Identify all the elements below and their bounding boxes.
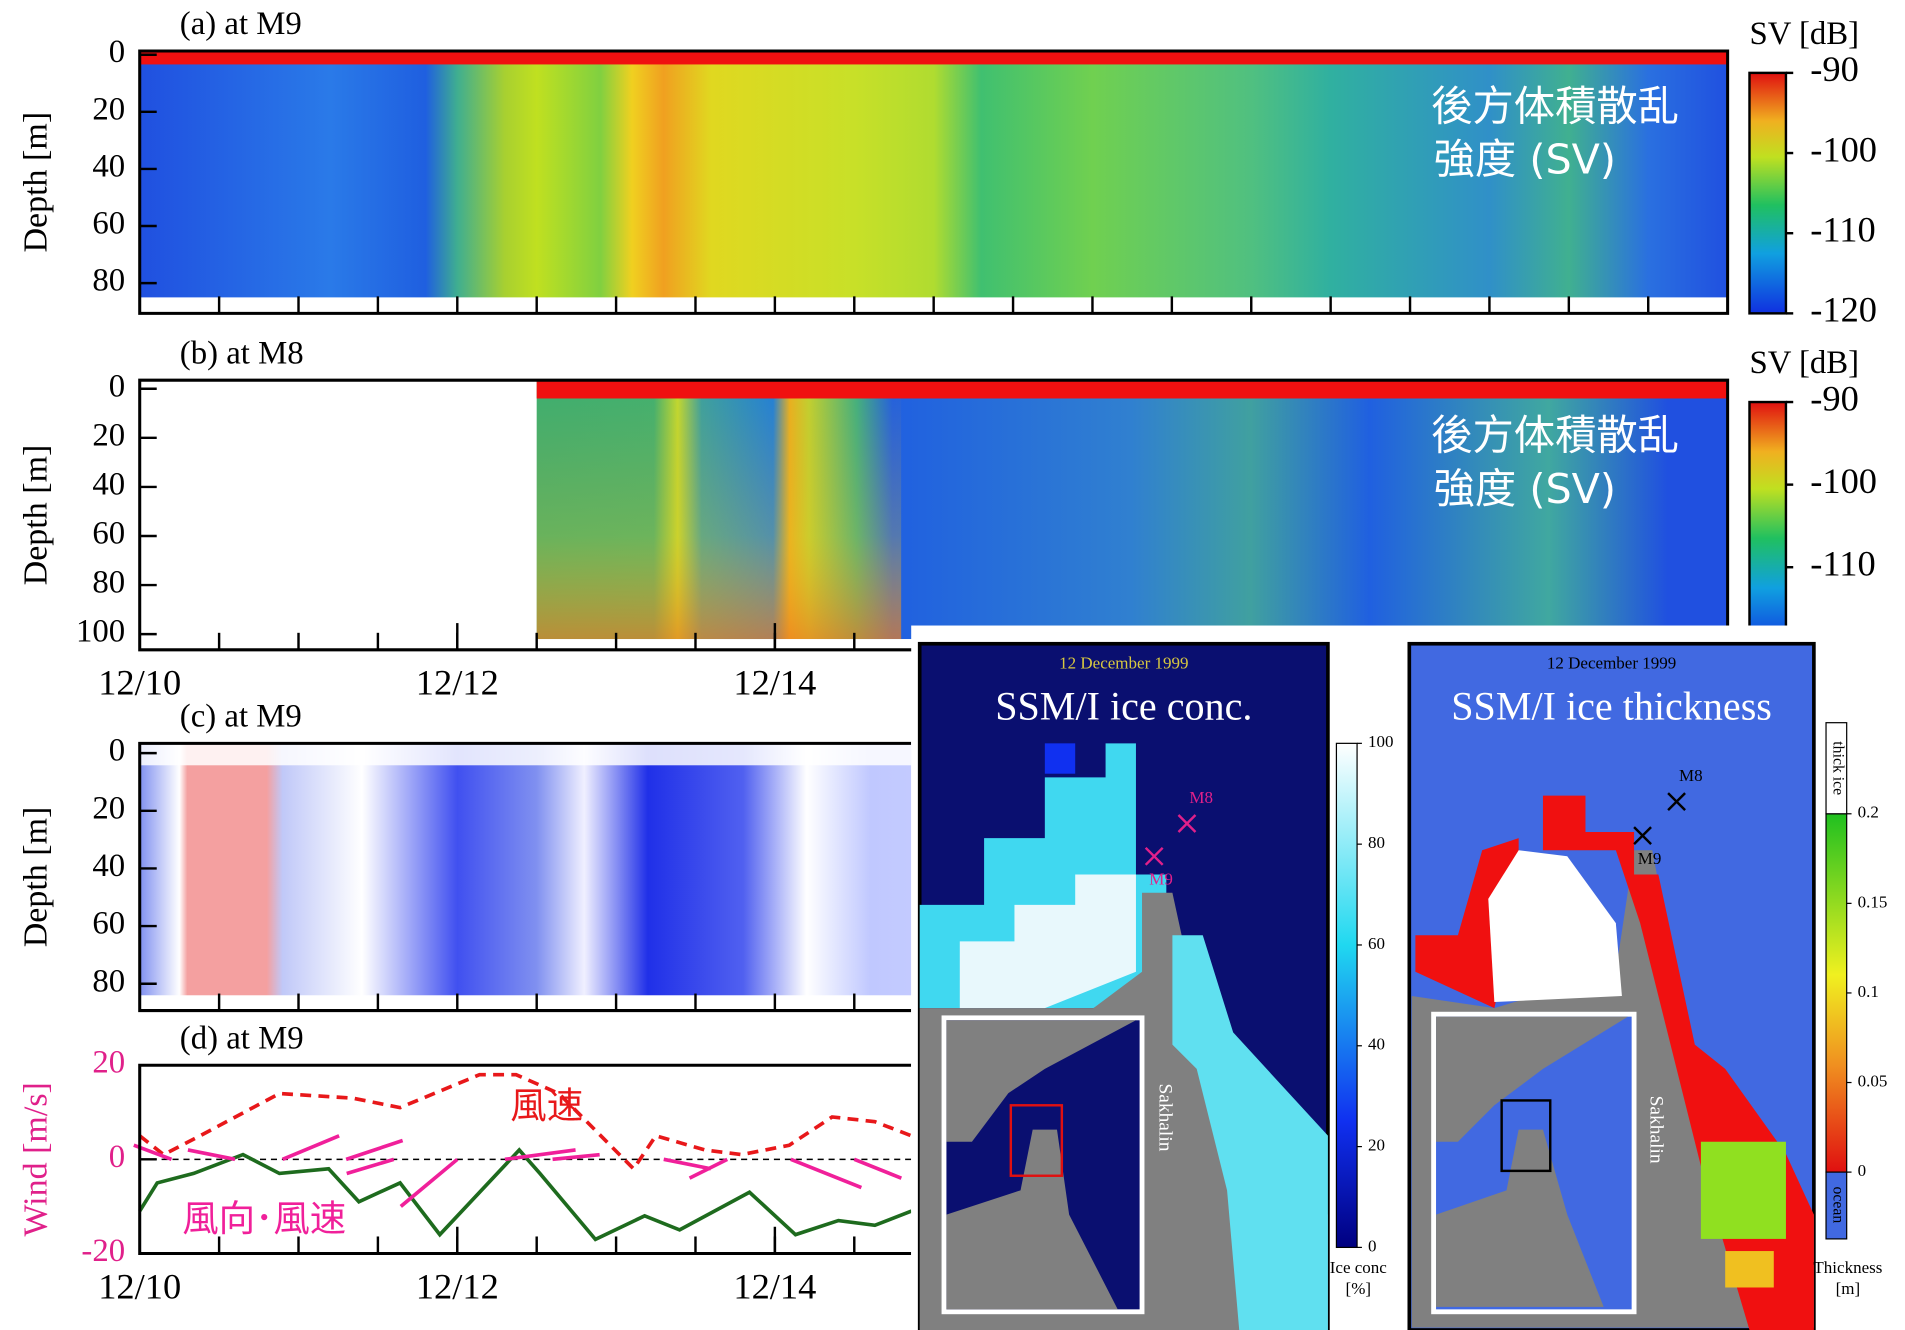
ice-cell xyxy=(1725,1251,1774,1287)
y-tick-label: 80 xyxy=(92,963,125,999)
y-tick-label: 20 xyxy=(92,1045,125,1081)
y-tick-label: 20 xyxy=(92,417,125,453)
x-tick-label: 12/14 xyxy=(733,663,816,703)
colorbar-label: Ice conc xyxy=(1330,1258,1388,1277)
panel-title: (b) at M8 xyxy=(180,335,304,371)
wind-stick xyxy=(283,1136,339,1160)
y-tick-label: 100 xyxy=(76,614,125,650)
wind-stick xyxy=(401,1159,457,1206)
wind-stick xyxy=(791,1159,862,1187)
colorbar-tick-label: 0 xyxy=(1858,1161,1867,1180)
station-label: M8 xyxy=(1679,766,1703,785)
page: 0 20 40 60 80 (a) at M9 Depth [m] 後方体積散乱強度 (SV)… xyxy=(0,0,1905,1330)
annotation: 後方体積散乱 xyxy=(1431,411,1679,459)
station-label: M9 xyxy=(1149,870,1173,889)
station-label: M9 xyxy=(1638,849,1662,868)
y-axis-label: Depth [m] xyxy=(18,112,55,253)
stick-label: 風向･風速 xyxy=(182,1197,346,1240)
colorbar xyxy=(1749,402,1785,650)
y-tick-label: 20 xyxy=(92,790,125,826)
panel-title: (a) at M9 xyxy=(180,6,302,42)
ice-cell xyxy=(1701,1142,1786,1239)
colorbar-tick-label: -120 xyxy=(1810,290,1877,330)
colorbar-tick-label: 0 xyxy=(1368,1236,1377,1255)
panel-title: (d) at M9 xyxy=(180,1020,304,1056)
y-axis-label: Wind [m/s] xyxy=(18,1082,55,1236)
ice-thickness-map xyxy=(1409,644,1814,1330)
y-tick-label: 0 xyxy=(109,733,125,769)
y-tick-label: 80 xyxy=(92,565,125,601)
map-title: SSM/I ice thickness xyxy=(1451,684,1772,729)
y-tick-label: 40 xyxy=(92,848,125,884)
colorbar-tick-label: 0.1 xyxy=(1858,982,1879,1001)
surface-band xyxy=(140,51,1728,64)
colorbar xyxy=(1826,814,1847,1172)
y-tick-label: 60 xyxy=(92,206,125,242)
wind-stick xyxy=(664,1159,711,1168)
y-tick-label: 0 xyxy=(109,368,125,404)
colorbar xyxy=(1336,743,1357,1247)
surface-band xyxy=(537,380,1728,398)
station-label: M8 xyxy=(1189,788,1213,807)
colorbar-tick-label: -110 xyxy=(1810,210,1875,250)
colorbar xyxy=(1749,73,1785,313)
colorbar-tick-label: 0.15 xyxy=(1858,892,1888,911)
y-axis-label: Depth [m] xyxy=(18,445,55,586)
annotation: 強度 (SV) xyxy=(1434,136,1616,184)
colorbar-label: [%] xyxy=(1346,1279,1371,1298)
map-title: SSM/I ice conc. xyxy=(995,684,1252,729)
heatmap-shade xyxy=(537,380,901,639)
wind-stick xyxy=(347,1159,394,1173)
x-tick-label: 12/14 xyxy=(733,1266,816,1306)
map-date: 12 December 1999 xyxy=(1059,653,1188,672)
colorbar-label: SV [dB] xyxy=(1749,345,1859,381)
y-tick-label: -20 xyxy=(81,1233,125,1269)
figure: 0 20 40 60 80 (a) at M9 Depth [m] 後方体積散乱強度 (SV)… xyxy=(0,0,1905,1330)
colorbar-cap-label: thick ice xyxy=(1829,741,1846,795)
wind-stick xyxy=(188,1150,235,1159)
panel-title: (c) at M9 xyxy=(180,699,302,735)
y-tick-label: 20 xyxy=(92,91,125,127)
land-label: Sakhalin xyxy=(1154,1083,1175,1151)
map-date: 12 December 1999 xyxy=(1547,653,1676,672)
y-tick-label: 40 xyxy=(92,148,125,184)
annotation: 強度 (SV) xyxy=(1434,465,1616,513)
annotation: 後方体積散乱 xyxy=(1431,82,1679,130)
colorbar-cap-label: ocean xyxy=(1829,1186,1846,1223)
colorbar-tick-label: 20 xyxy=(1368,1136,1385,1155)
y-axis-label: Depth [m] xyxy=(18,807,55,948)
colorbar-tick-label: 0.05 xyxy=(1858,1071,1888,1090)
series-label: 風速 xyxy=(510,1084,583,1127)
y-tick-label: 80 xyxy=(92,263,125,299)
land-label: Sakhalin xyxy=(1645,1096,1666,1164)
x-tick-label: 12/12 xyxy=(416,1266,499,1306)
x-tick-label: 12/12 xyxy=(416,663,499,703)
colorbar-tick-label: 60 xyxy=(1368,934,1385,953)
colorbar-tick-label: -90 xyxy=(1810,378,1859,418)
wind-stick xyxy=(854,1159,901,1178)
ice-cell xyxy=(1045,743,1075,773)
y-tick-label: 60 xyxy=(92,906,125,942)
colorbar-tick-label: 100 xyxy=(1368,732,1394,751)
x-tick-label: 12/10 xyxy=(98,663,181,703)
colorbar-tick-label: -110 xyxy=(1810,544,1875,584)
colorbar-label: Thickness xyxy=(1813,1258,1882,1277)
colorbar-tick-label: 40 xyxy=(1368,1035,1385,1054)
colorbar-label: SV [dB] xyxy=(1749,16,1859,52)
colorbar-label: [m] xyxy=(1836,1279,1861,1298)
colorbar-tick-label: 80 xyxy=(1368,833,1385,852)
wind-stick xyxy=(346,1141,402,1160)
wind-stick xyxy=(690,1159,728,1178)
y-tick-label: 0 xyxy=(109,34,125,70)
ice-conc-map xyxy=(920,644,1328,1330)
colorbar-tick-label: -100 xyxy=(1810,461,1877,501)
y-tick-label: 0 xyxy=(109,1139,125,1175)
y-tick-label: 40 xyxy=(92,466,125,502)
x-tick-label: 12/10 xyxy=(98,1266,181,1306)
colorbar-tick-label: -90 xyxy=(1810,49,1859,89)
colorbar-tick-label: -100 xyxy=(1810,129,1877,169)
colorbar-tick-label: 0.2 xyxy=(1858,803,1879,822)
y-tick-label: 60 xyxy=(92,516,125,552)
